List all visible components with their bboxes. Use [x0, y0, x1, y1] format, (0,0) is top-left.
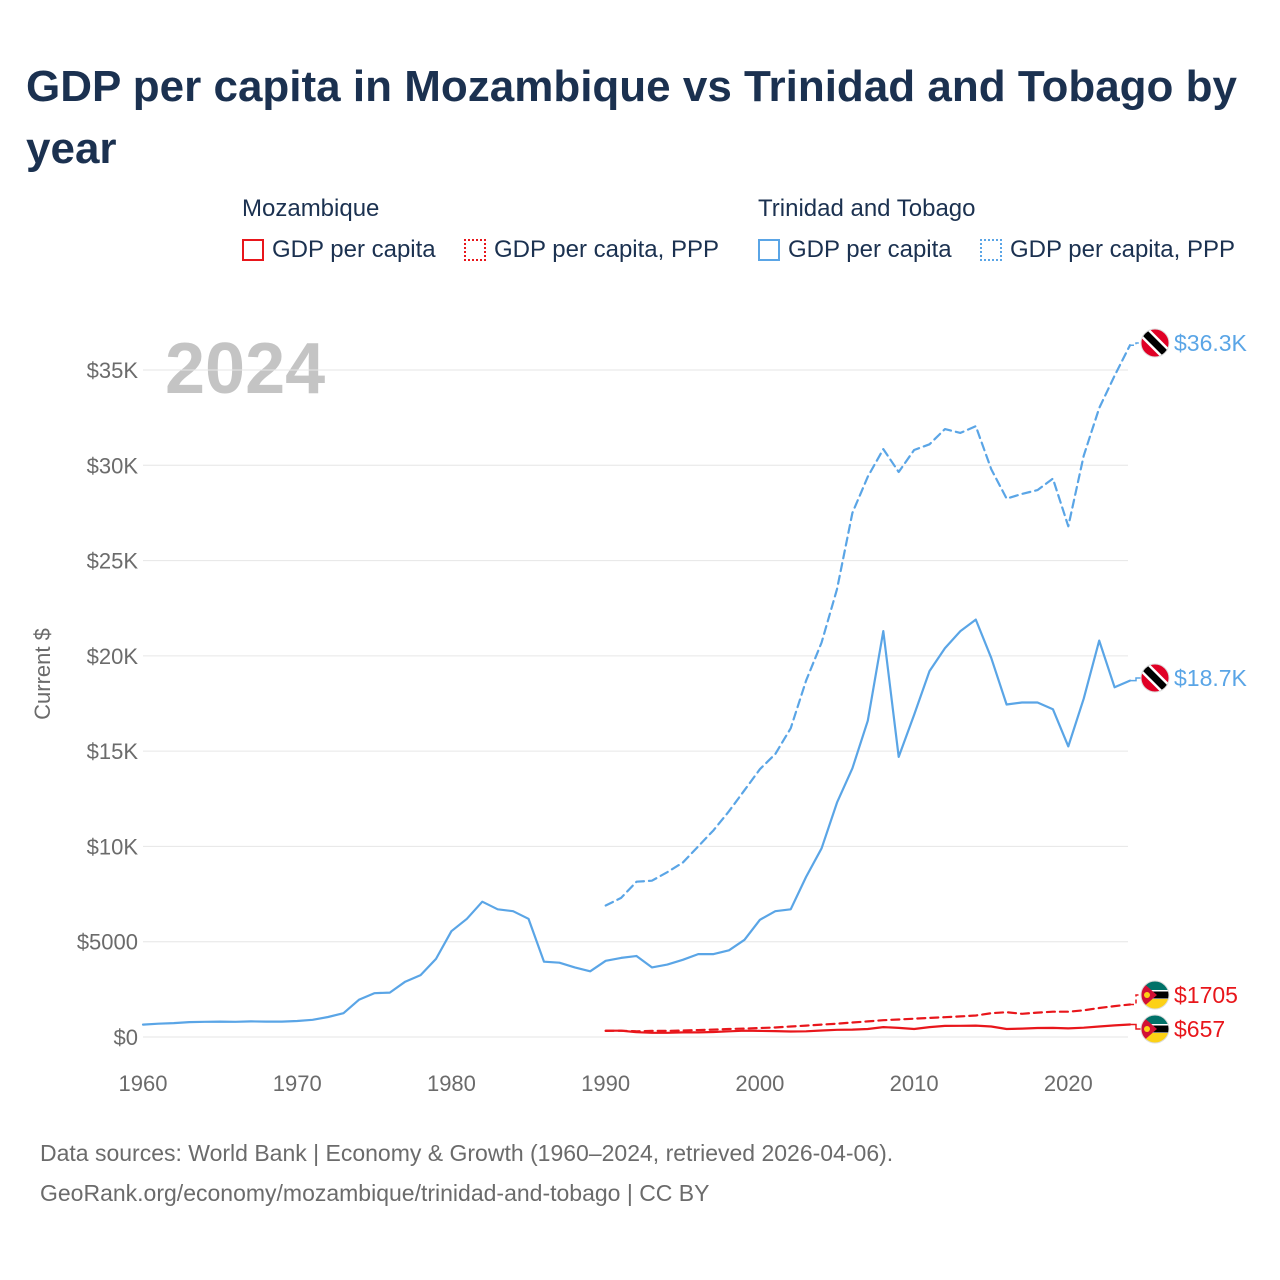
- series-line-2: [604, 1023, 1132, 1034]
- footer-attribution[interactable]: GeoRank.org/economy/mozambique/trinidad-…: [40, 1180, 710, 1206]
- mozambique-flag-icon: [1140, 980, 1170, 1010]
- y-tick-label: $10K: [87, 834, 139, 859]
- x-tick-label: 2020: [1044, 1071, 1093, 1096]
- legend-label: GDP per capita: [788, 236, 952, 263]
- legend-item-trinidad-and-tobago-gdp-per-capita-ppp[interactable]: GDP per capita, PPP: [980, 235, 1235, 265]
- x-tick-label: 1990: [581, 1071, 630, 1096]
- y-tick-label: $30K: [87, 453, 139, 478]
- legend-group-trinidad-and-tobago: Trinidad and Tobago: [758, 195, 976, 222]
- mozambique-flag-icon: [1140, 1014, 1170, 1044]
- trinidad-and-tobago-flag-icon: [1140, 663, 1170, 693]
- trinidad-and-tobago-flag-icon: [1140, 328, 1170, 358]
- series-line-3: [604, 1003, 1132, 1033]
- x-tick-label: 2000: [735, 1071, 784, 1096]
- y-tick-label: $25K: [87, 549, 139, 574]
- legend-item-trinidad-and-tobago-gdp-per-capita[interactable]: GDP per capita: [758, 235, 952, 265]
- legend-label: GDP per capita: [272, 236, 436, 263]
- legend-group-mozambique: Mozambique: [242, 195, 380, 222]
- footer-sources: Data sources: World Bank | Economy & Gro…: [40, 1140, 894, 1166]
- y-tick-label: $20K: [87, 644, 139, 669]
- y-tick-label: $35K: [87, 358, 139, 383]
- y-tick-label: $15K: [87, 739, 139, 764]
- legend-swatch-dotted: [464, 239, 486, 261]
- end-value-label: $36.3K: [1174, 330, 1248, 356]
- legend-swatch-solid: [758, 239, 780, 261]
- legend-item-mozambique-gdp-per-capita[interactable]: GDP per capita: [242, 235, 436, 265]
- leader-line: [1130, 342, 1141, 346]
- end-value-label: $1705: [1174, 982, 1238, 1008]
- end-value-label: $18.7K: [1174, 665, 1248, 691]
- year-watermark: 2024: [165, 329, 325, 409]
- legend-label: GDP per capita, PPP: [494, 236, 719, 263]
- series-line-1: [604, 344, 1132, 907]
- leader-line: [1130, 677, 1141, 682]
- legend-swatch-solid: [242, 239, 264, 261]
- legend-label: GDP per capita, PPP: [1010, 236, 1235, 263]
- page-title: GDP per capita in Mozambique vs Trinidad…: [26, 62, 1237, 173]
- y-axis-label: Current $: [30, 628, 55, 720]
- x-tick-label: 1980: [427, 1071, 476, 1096]
- leader-line: [1130, 994, 1141, 1006]
- x-tick-label: 2010: [890, 1071, 939, 1096]
- x-tick-label: 1970: [273, 1071, 322, 1096]
- y-tick-label: $0: [114, 1025, 138, 1050]
- leader-line: [1130, 1023, 1141, 1030]
- end-value-label: $657: [1174, 1016, 1225, 1042]
- legend-swatch-dotted: [980, 239, 1002, 261]
- legend-item-mozambique-gdp-per-capita-ppp[interactable]: GDP per capita, PPP: [464, 235, 719, 265]
- series-line-0: [141, 618, 1132, 1026]
- y-tick-label: $5000: [77, 930, 138, 955]
- x-tick-label: 1960: [119, 1071, 168, 1096]
